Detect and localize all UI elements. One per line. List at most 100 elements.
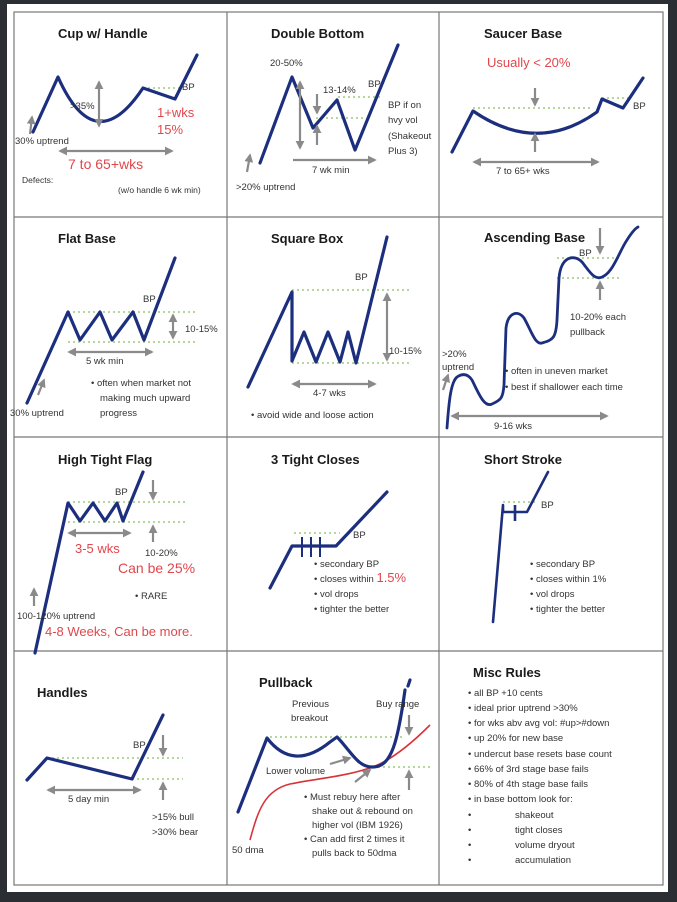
square-box-title: Square Box [271,231,344,246]
uptrend-arrow-icon [244,153,254,173]
note-line: (Shakeout [388,131,432,142]
cell-cup-with-handle: Cup w/ Handle >35% BP 1+wks 15% 30% uptr… [15,26,201,195]
depth-label: 20-50% [270,58,303,69]
pullback-label: pullback [570,327,605,338]
defects-label: Defects: [22,175,53,185]
lower-volume-label: Lower volume [266,766,325,777]
short-stroke-title: Short Stroke [484,452,562,467]
uptrend-label: 30% uptrend [10,408,64,419]
rule: • all BP +10 cents [468,688,543,699]
cell-three-tight-closes: 3 Tight Closes BP • secondary BP • close… [268,452,407,615]
closes-value: 1.5% [376,570,406,585]
uptrend-label: >20% [442,349,467,360]
bp-label: BP [541,500,554,511]
previous-label: Previous [292,699,329,710]
previous-label: breakout [291,713,328,724]
price-line [33,470,145,655]
depth-label: 10-20% [145,548,178,559]
cell-flat-base: Flat Base BP 10-15% 5 wk min • often whe… [10,231,218,419]
mid-label: 13-14% [323,85,356,96]
depth-label: 10-15% [389,346,422,357]
note-line: • closes within 1% [530,574,607,585]
cell-short-stroke: Short Stroke BP • secondary BP • closes … [484,452,607,624]
uptrend-arrow-icon [26,115,36,135]
bullet: • [468,825,471,836]
note-line: • vol drops [314,589,359,600]
note-line: higher vol (IBM 1926) [312,820,403,831]
uptrend-label: uptrend [442,362,474,373]
pullback-title: Pullback [259,675,313,690]
cell-misc-rules: Misc Rules • all BP +10 cents • ideal pr… [468,665,612,866]
bullet: • [468,810,471,821]
rule: • in base bottom look for: [468,794,573,805]
note-line: • Can add first 2 times it [304,834,405,845]
cell-ascending-base: Ascending Base BP 10-20% each pullback >… [441,225,640,432]
note-line: • secondary BP [314,559,379,570]
note-text: • closes within [314,574,376,585]
uptrend-arrow-icon [36,378,46,396]
note-line: • often in uneven market [505,366,608,377]
rare-label: • RARE [135,591,167,602]
depth-label: >35% [70,101,95,112]
note-line: • best if shallower each time [505,382,623,393]
depth-alt-label: Can be 25% [118,560,195,576]
depth-label: Usually < 20% [487,55,571,70]
look-for-item: accumulation [515,855,571,866]
ascending-base-title: Ascending Base [484,230,585,245]
note-line: • vol drops [530,589,575,600]
price-line [268,490,389,590]
price-line [236,688,407,814]
bp-label: BP [115,487,128,498]
price-line-tail [406,678,412,688]
bullet: • [468,855,471,866]
note: • avoid wide and loose action [251,410,374,421]
bp-label: BP [143,294,156,305]
uptrend-arrow-icon [441,373,450,391]
bp-label: BP [633,101,646,112]
flat-base-title: Flat Base [58,231,116,246]
rule: • 66% of 3rd stage base fails [468,764,589,775]
duration-label: 5 wk min [86,356,123,367]
price-line [445,225,640,430]
bp-label: BP [368,79,381,90]
uptrend-label: 100-120% uptrend [17,611,95,622]
note-line: progress [100,408,137,419]
depth-label: >15% bull [152,812,194,823]
note-line: making much upward [100,393,190,404]
no-handle-note: (w/o handle 6 wk min) [118,185,201,195]
handle-time: 1+wks [157,105,195,120]
duration-label: 4-7 wks [313,388,346,399]
note-line: • tighter the better [314,604,389,615]
note-line: • closes within 1.5% [314,570,407,585]
cell-square-box: Square Box BP 10-15% 4-7 wks • avoid wid… [246,231,422,421]
misc-rules-title: Misc Rules [473,665,541,680]
uptrend-label: 30% uptrend [15,136,69,147]
rule: • for wks abv avg vol: #up>#down [468,718,609,729]
cell-pullback: Pullback Previous breakout Buy range Low… [232,675,431,859]
look-for-item: volume dryout [515,840,575,851]
price-line [25,713,165,782]
duration-label: 7 wk min [312,165,349,176]
cell-double-bottom: Double Bottom 20-50% 13-14% BP BP if on … [236,26,432,193]
duration-label: 5 day min [68,794,109,805]
saucer-title: Saucer Base [484,26,562,41]
bp-label: BP [355,272,368,283]
bullet: • [468,840,471,851]
handles-title: Handles [37,685,88,700]
price-line [491,470,550,624]
bp-label: BP [182,82,195,93]
note-line: Plus 3) [388,146,418,157]
rule: • undercut base resets base count [468,749,612,760]
price-line [31,53,199,134]
duration-label: 7 to 65+ wks [496,166,550,177]
rule: • up 20% for new base [468,733,563,744]
duration-label: 9-16 wks [494,421,532,432]
grid-lines [13,11,664,886]
buy-range-label: Buy range [376,699,419,710]
cell-handles: Handles BP 5 day min >15% bull >30% bear [25,685,198,838]
look-for-item: shakeout [515,810,554,821]
note-line: • often when market not [91,378,191,389]
pullback-label: 10-20% each [570,312,626,323]
